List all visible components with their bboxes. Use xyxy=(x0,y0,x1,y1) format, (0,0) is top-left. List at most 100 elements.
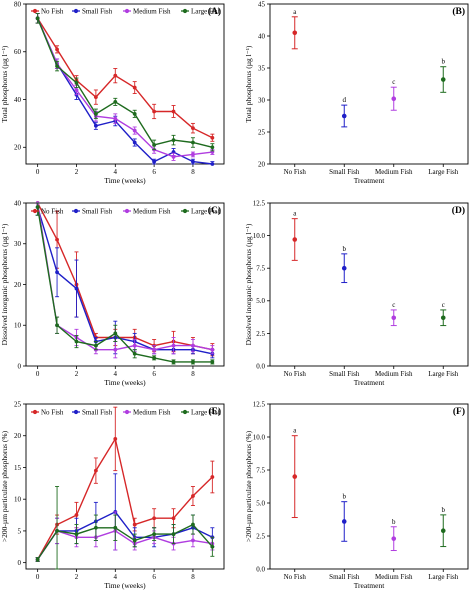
data-point xyxy=(93,111,98,116)
series-large-fish xyxy=(35,13,215,152)
data-point xyxy=(113,100,118,104)
data-point xyxy=(391,315,397,321)
y-tick-label: 0 xyxy=(18,362,22,370)
x-tick-label: 4 xyxy=(114,168,118,176)
y-tick-label: 20 xyxy=(258,160,266,168)
series-line xyxy=(36,437,213,560)
legend-label: Large Fish xyxy=(191,408,222,416)
panel-d: 0.0 2.5 5.0 7.5 10.0 12.5 Dissolved inorganic … xyxy=(244,199,469,387)
data-point xyxy=(113,73,118,78)
legend-swatch-dot xyxy=(32,409,38,415)
legend-swatch-dot xyxy=(124,409,130,415)
plot-frame xyxy=(269,403,469,570)
y-tick-label: 35 xyxy=(258,64,266,72)
data-point xyxy=(391,96,397,102)
data-point xyxy=(440,77,446,82)
legend-swatch-dot xyxy=(182,409,188,415)
panel-label: (C) xyxy=(208,205,221,216)
series-line xyxy=(36,202,213,351)
series-no-fish xyxy=(35,201,215,357)
y-tick-label: 30 xyxy=(14,240,22,248)
data-point xyxy=(341,265,347,271)
data-point xyxy=(55,270,59,275)
x-tick-label: 6 xyxy=(152,168,156,176)
y-tick-label: 20 xyxy=(14,144,22,152)
data-point xyxy=(74,88,79,92)
y-tick-label: 40 xyxy=(14,96,22,104)
x-tick-label: Medium Fish xyxy=(375,370,413,378)
data-point xyxy=(210,162,215,166)
data-point xyxy=(191,343,195,348)
series-small-fish xyxy=(35,13,215,166)
series-small-fish xyxy=(35,473,215,562)
y-tick-label: 80 xyxy=(14,0,22,8)
x-tick-label: Large Fish xyxy=(428,370,459,378)
data-point xyxy=(152,109,157,114)
panel-b: 20 25 30 35 40 45 Total phosphorus (µg l⁻¹) Tre… xyxy=(244,0,469,185)
data-point xyxy=(132,111,137,116)
legend-label: Medium Fish xyxy=(133,7,171,15)
x-tick-label: Large Fish xyxy=(428,168,459,176)
x-tick-label: Small Fish xyxy=(329,573,360,581)
plot-frame xyxy=(25,403,225,570)
panel-label: (E) xyxy=(208,406,221,417)
data-point xyxy=(210,360,215,364)
data-point xyxy=(152,516,157,521)
x-tick-label: 8 xyxy=(191,370,195,378)
series-line xyxy=(36,206,213,355)
legend-label: No Fish xyxy=(41,408,64,416)
y-tick-label: 40 xyxy=(258,32,266,40)
data-point xyxy=(35,16,40,21)
series-no-fish xyxy=(35,13,215,142)
x-tick-label: Medium Fish xyxy=(375,168,413,176)
data-point xyxy=(74,80,79,85)
data-point xyxy=(55,323,59,328)
x-tick-label: 8 xyxy=(191,168,195,176)
data-point xyxy=(210,475,215,479)
data-point xyxy=(191,140,195,145)
data-point xyxy=(113,437,118,441)
legend-label: Medium Fish xyxy=(133,207,171,215)
significance-letter: b xyxy=(343,493,347,501)
panel-label: (F) xyxy=(453,406,465,417)
plot-frame xyxy=(269,3,469,165)
x-tick-label: 2 xyxy=(75,370,79,378)
x-tick-label: 6 xyxy=(152,370,156,378)
y-tick-label: 40 xyxy=(14,199,22,207)
x-tick-label: 0 xyxy=(36,370,40,378)
legend-swatch-dot xyxy=(32,208,38,214)
y-axis-title: Dissolved inorganic phosphorus (µg l⁻¹) xyxy=(244,223,253,345)
significance-letter: d xyxy=(343,96,347,104)
data-point xyxy=(132,351,137,356)
legend-swatch-dot xyxy=(182,8,188,14)
y-tick-label: 20 xyxy=(14,432,22,440)
x-tick-label: Small Fish xyxy=(329,370,360,378)
significance-letter: b xyxy=(343,245,347,253)
data-point xyxy=(93,525,98,530)
y-tick-label: 0 xyxy=(18,559,22,567)
x-tick-label: 0 xyxy=(36,168,40,176)
panel-label: (A) xyxy=(208,6,221,17)
panel-label: (D) xyxy=(452,205,465,216)
y-tick-label: 0.0 xyxy=(256,362,265,370)
data-point xyxy=(152,532,157,536)
data-point xyxy=(152,355,157,360)
data-point xyxy=(93,343,98,348)
series-line xyxy=(36,202,213,351)
panel-label: (B) xyxy=(452,6,465,17)
y-tick-label: 15 xyxy=(14,464,22,472)
plot-frame xyxy=(269,202,469,367)
data-point xyxy=(292,474,298,479)
series-no-fish xyxy=(35,406,215,562)
x-tick-label: Small Fish xyxy=(329,168,360,176)
x-tick-label: 2 xyxy=(75,573,79,581)
x-axis-title: Treatment xyxy=(354,378,385,387)
x-tick-label: No Fish xyxy=(284,168,307,176)
significance-letter: b xyxy=(442,58,446,66)
x-tick-label: No Fish xyxy=(284,370,307,378)
x-axis-title: Time (weeks) xyxy=(104,581,146,590)
data-point xyxy=(35,557,40,562)
x-tick-label: 2 xyxy=(75,168,79,176)
y-tick-label: 12.5 xyxy=(253,199,266,207)
